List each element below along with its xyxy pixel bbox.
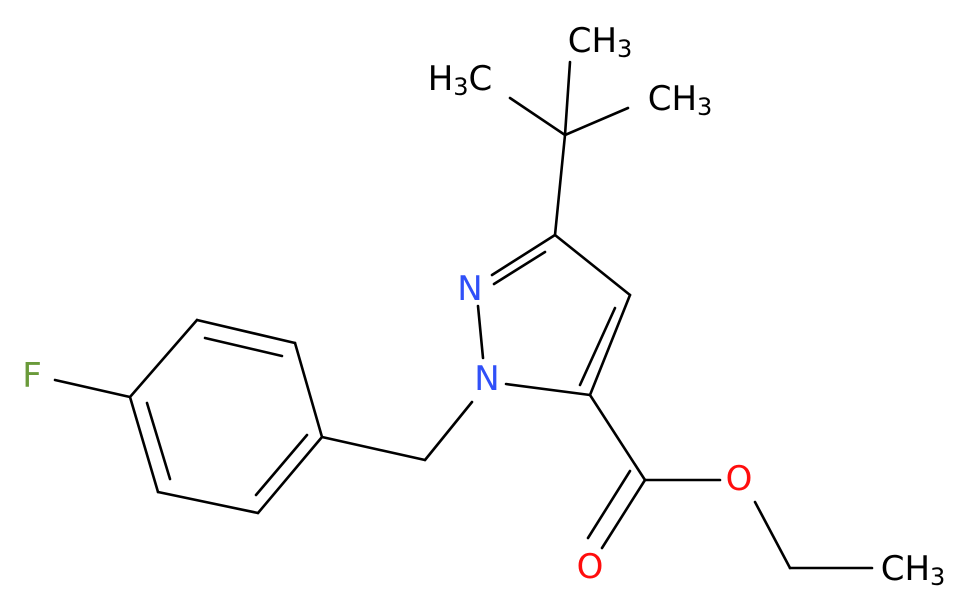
element-symbol: C <box>648 79 672 119</box>
atom-label: CH3 <box>881 549 946 592</box>
subscript: 3 <box>930 563 945 591</box>
element-symbol: F <box>22 356 42 396</box>
atom-label: CH3 <box>648 79 713 122</box>
atom-label: F <box>22 356 42 396</box>
bond <box>508 96 567 137</box>
element-symbol: N <box>474 359 499 399</box>
bonds <box>53 60 874 570</box>
bond <box>553 133 567 237</box>
element-symbol: H <box>904 549 930 589</box>
element-symbol: N <box>457 269 482 309</box>
bond <box>578 306 617 387</box>
atom-label: CH3 <box>568 21 633 64</box>
bond <box>586 469 632 540</box>
element-symbol: O <box>726 459 753 499</box>
element-symbol: H <box>428 59 454 99</box>
bond <box>128 395 160 494</box>
bond <box>563 60 572 137</box>
element-symbol: O <box>577 547 604 587</box>
bond <box>588 393 647 482</box>
subscript: 3 <box>617 35 632 63</box>
bond <box>753 500 792 570</box>
bond <box>254 433 309 497</box>
atom-label: N <box>474 359 499 399</box>
bond <box>195 318 297 345</box>
bond <box>553 233 632 297</box>
element-symbol: H <box>591 21 617 61</box>
subscript: 3 <box>453 73 468 101</box>
bond <box>53 378 132 399</box>
bond <box>293 341 324 439</box>
element-symbol: C <box>881 549 905 589</box>
atom-label: O <box>726 459 753 499</box>
subscript: 3 <box>697 93 712 121</box>
bond <box>563 106 630 137</box>
bond <box>423 400 474 462</box>
atom-label: O <box>577 547 604 587</box>
bond <box>256 435 324 515</box>
bond <box>490 233 557 277</box>
bond <box>203 336 284 358</box>
atom-label: N <box>457 269 482 309</box>
bond <box>600 478 647 550</box>
bond <box>156 490 260 515</box>
element-symbol: H <box>671 79 697 119</box>
atom-label: H3C <box>428 59 493 102</box>
bond <box>492 250 547 286</box>
bond <box>320 435 427 462</box>
bond <box>128 318 199 399</box>
element-symbol: C <box>469 59 493 99</box>
bond <box>476 304 485 360</box>
bond <box>588 293 632 397</box>
bond <box>145 401 172 481</box>
bond <box>504 382 592 397</box>
element-symbol: C <box>568 21 592 61</box>
